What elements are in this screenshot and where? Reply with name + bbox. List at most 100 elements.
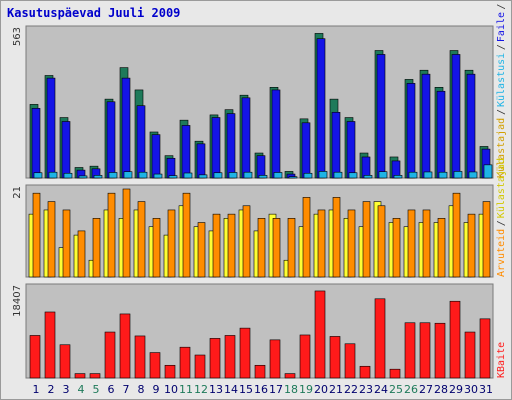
x-tick-label-9: 9 bbox=[153, 383, 160, 396]
x-tick-label-29: 29 bbox=[449, 383, 463, 396]
bar-Külastusi-4 bbox=[78, 175, 88, 179]
x-tick-label-3: 3 bbox=[63, 383, 70, 396]
bar-KBaite-10 bbox=[164, 364, 176, 379]
x-tick-label-14: 14 bbox=[224, 383, 238, 396]
bar-KBaite-17 bbox=[269, 339, 281, 379]
chart-title: Kasutuspäevad Juuli 2009 bbox=[7, 6, 180, 20]
bar-KBaite-5 bbox=[89, 373, 101, 379]
bar-Faile-11 bbox=[181, 125, 191, 179]
bar-KBaite-11 bbox=[179, 346, 191, 379]
bar-Arvuteid-27 bbox=[422, 209, 431, 278]
bar-Faile-16 bbox=[256, 155, 266, 179]
x-tick-label-7: 7 bbox=[123, 383, 130, 396]
bar-Faile-9 bbox=[151, 134, 161, 179]
bar-Külastusi-24 bbox=[378, 171, 388, 179]
bar-Arvuteid-25 bbox=[392, 218, 401, 278]
bar-Arvuteid-7 bbox=[122, 188, 131, 278]
bar-KBaite-1 bbox=[29, 335, 41, 379]
chart-panel-2: 21 Arvuteid / Külastajad bbox=[12, 158, 507, 278]
bar-Arvuteid-18 bbox=[287, 218, 296, 278]
bar-Faile-24 bbox=[376, 54, 386, 179]
x-tick-label-12: 12 bbox=[194, 383, 208, 396]
bar-KBaite-26 bbox=[404, 322, 416, 379]
bar-Külastusi-11 bbox=[183, 172, 193, 179]
bar-KBaite-9 bbox=[149, 352, 161, 379]
bar-Külastusi-3 bbox=[63, 172, 73, 179]
bar-Külastusi-1 bbox=[33, 172, 43, 179]
side-label-separator: / bbox=[496, 4, 507, 10]
bar-Arvuteid-8 bbox=[137, 201, 146, 278]
side-label-separator: / bbox=[496, 220, 507, 226]
bar-Arvuteid-29 bbox=[452, 192, 461, 278]
bar-Arvuteid-17 bbox=[272, 218, 281, 278]
y-axis-max-label: 563 bbox=[12, 27, 23, 46]
bar-Arvuteid-20 bbox=[317, 209, 326, 278]
bar-Külastusi-15 bbox=[243, 171, 253, 179]
x-tick-label-21: 21 bbox=[329, 383, 343, 396]
bar-Külastusi-12 bbox=[198, 174, 208, 179]
bar-Külastusi-2 bbox=[48, 171, 58, 179]
bar-KBaite-16 bbox=[254, 364, 266, 379]
side-label-0: KBaite bbox=[496, 342, 507, 378]
bar-KBaite-20 bbox=[314, 290, 326, 379]
bar-Külastusi-27 bbox=[423, 171, 433, 179]
bar-KBaite-12 bbox=[194, 354, 206, 379]
bar-Faile-3 bbox=[61, 121, 71, 179]
side-labels-3: KBaite bbox=[496, 342, 507, 378]
side-labels-2: Arvuteid / Külastajad bbox=[496, 158, 507, 277]
bar-Faile-8 bbox=[136, 105, 146, 179]
bar-Arvuteid-11 bbox=[182, 192, 191, 278]
bar-Arvuteid-6 bbox=[107, 192, 116, 278]
chart-panel-1: 563 Külastajad / Külastusi / Faile / Pöördumisi bbox=[12, 1, 507, 179]
x-tick-label-17: 17 bbox=[269, 383, 283, 396]
bar-Faile-20 bbox=[316, 38, 326, 179]
bar-Arvuteid-1 bbox=[32, 192, 41, 278]
bar-Külastusi-25 bbox=[393, 175, 403, 179]
bar-Arvuteid-24 bbox=[377, 205, 386, 278]
bar-Faile-10 bbox=[166, 157, 176, 179]
x-tick-label-23: 23 bbox=[359, 383, 373, 396]
x-tick-label-20: 20 bbox=[314, 383, 328, 396]
bar-Külastusi-28 bbox=[438, 171, 448, 179]
bar-Külastusi-7 bbox=[123, 171, 133, 179]
side-label-0: Arvuteid bbox=[496, 229, 507, 277]
bar-KBaite-23 bbox=[359, 365, 371, 379]
bar-KBaite-29 bbox=[449, 300, 461, 379]
bar-KBaite-4 bbox=[74, 373, 86, 379]
bar-Arvuteid-10 bbox=[167, 209, 176, 278]
bar-Külastusi-18 bbox=[288, 176, 298, 179]
bar-Faile-30 bbox=[466, 73, 476, 179]
bar-KBaite-15 bbox=[239, 327, 251, 379]
x-tick-label-2: 2 bbox=[48, 383, 55, 396]
bar-Arvuteid-2 bbox=[47, 201, 56, 278]
bar-Külastusi-31 bbox=[483, 164, 493, 179]
bar-Külastusi-5 bbox=[93, 175, 103, 179]
x-tick-label-25: 25 bbox=[389, 383, 403, 396]
side-label-1: Külastajad bbox=[496, 158, 507, 218]
x-tick-label-26: 26 bbox=[404, 383, 418, 396]
bar-Külastusi-17 bbox=[273, 172, 283, 179]
bar-Faile-13 bbox=[211, 117, 221, 179]
x-tick-label-4: 4 bbox=[78, 383, 85, 396]
bar-Külastusi-26 bbox=[408, 171, 418, 179]
x-tick-label-8: 8 bbox=[138, 383, 145, 396]
bar-KBaite-18 bbox=[284, 373, 296, 379]
x-tick-label-6: 6 bbox=[108, 383, 115, 396]
bar-KBaite-22 bbox=[344, 343, 356, 379]
bar-Faile-29 bbox=[451, 54, 461, 179]
bar-KBaite-8 bbox=[134, 335, 146, 379]
bar-Arvuteid-23 bbox=[362, 201, 371, 278]
bar-Külastusi-22 bbox=[348, 172, 358, 179]
bar-Faile-27 bbox=[421, 73, 431, 179]
bar-Arvuteid-16 bbox=[257, 218, 266, 278]
bar-Arvuteid-19 bbox=[302, 197, 311, 278]
bar-Külastusi-30 bbox=[468, 171, 478, 179]
bar-Faile-28 bbox=[436, 90, 446, 179]
bar-Külastusi-23 bbox=[363, 175, 373, 179]
x-tick-label-24: 24 bbox=[374, 383, 388, 396]
bar-Arvuteid-30 bbox=[467, 213, 476, 278]
bar-Arvuteid-5 bbox=[92, 218, 101, 278]
chart-panel-3: 18407 KBaite bbox=[12, 283, 507, 379]
bar-KBaite-7 bbox=[119, 313, 131, 379]
